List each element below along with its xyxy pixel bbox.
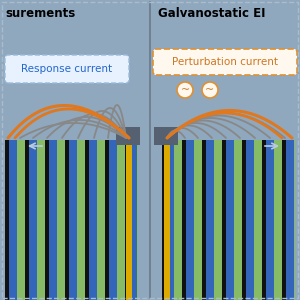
Bar bbox=[97, 140, 105, 300]
Bar bbox=[166, 140, 174, 300]
Bar bbox=[274, 140, 282, 300]
Bar bbox=[194, 140, 202, 300]
FancyBboxPatch shape bbox=[153, 49, 297, 75]
Bar bbox=[125, 140, 129, 300]
Bar bbox=[25, 140, 29, 300]
Bar bbox=[162, 140, 295, 300]
Bar bbox=[17, 140, 25, 300]
Bar bbox=[37, 140, 45, 300]
Bar bbox=[117, 140, 125, 300]
Bar bbox=[174, 140, 182, 300]
Bar bbox=[109, 140, 117, 300]
Text: Response current: Response current bbox=[21, 64, 112, 74]
Text: Galvanostatic EI: Galvanostatic EI bbox=[158, 7, 266, 20]
Bar bbox=[294, 140, 295, 300]
Bar bbox=[226, 140, 234, 300]
Bar bbox=[5, 140, 9, 300]
Bar bbox=[182, 140, 186, 300]
Circle shape bbox=[177, 82, 193, 98]
Bar bbox=[254, 140, 262, 300]
Bar bbox=[154, 127, 178, 145]
Bar bbox=[9, 140, 17, 300]
Bar bbox=[49, 140, 57, 300]
Bar bbox=[246, 140, 254, 300]
Bar bbox=[242, 140, 246, 300]
Bar bbox=[186, 140, 194, 300]
Bar bbox=[202, 140, 206, 300]
Bar bbox=[29, 140, 37, 300]
Bar bbox=[206, 140, 214, 300]
Bar bbox=[5, 140, 138, 300]
Bar bbox=[266, 140, 274, 300]
Bar bbox=[69, 140, 77, 300]
Text: surements: surements bbox=[5, 7, 75, 20]
Circle shape bbox=[202, 82, 218, 98]
Text: ~: ~ bbox=[206, 85, 214, 95]
Text: Perturbation current: Perturbation current bbox=[172, 57, 278, 67]
Bar bbox=[164, 135, 170, 300]
Bar bbox=[126, 135, 132, 300]
Bar bbox=[162, 140, 166, 300]
Bar bbox=[262, 140, 266, 300]
Bar bbox=[214, 140, 222, 300]
Bar bbox=[286, 140, 294, 300]
Bar bbox=[57, 140, 65, 300]
Bar bbox=[89, 140, 97, 300]
Bar bbox=[282, 140, 286, 300]
Text: ~: ~ bbox=[180, 85, 190, 95]
Bar bbox=[222, 140, 226, 300]
Bar bbox=[129, 140, 137, 300]
Bar bbox=[77, 140, 85, 300]
Bar bbox=[116, 127, 140, 145]
Bar bbox=[65, 140, 69, 300]
Bar bbox=[137, 140, 138, 300]
Bar bbox=[105, 140, 109, 300]
Bar bbox=[45, 140, 49, 300]
FancyBboxPatch shape bbox=[5, 55, 129, 83]
Bar bbox=[85, 140, 89, 300]
Bar bbox=[234, 140, 242, 300]
